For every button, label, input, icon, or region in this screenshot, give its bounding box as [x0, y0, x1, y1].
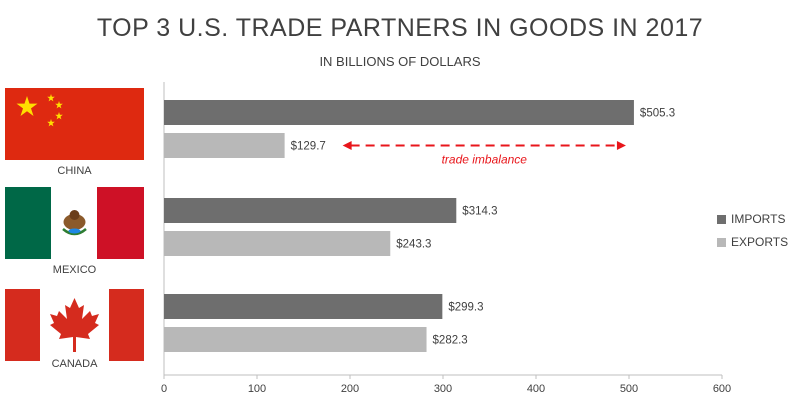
- bar-imports-china: [164, 100, 634, 125]
- china-flag-icon: [5, 88, 144, 160]
- bar-exports-china: [164, 133, 285, 158]
- legend-imports-label: IMPORTS: [731, 212, 786, 226]
- legend-exports-label: EXPORTS: [731, 235, 789, 249]
- arrow-right-icon: [616, 141, 626, 150]
- data-label-imports-canada: $299.3: [448, 302, 483, 314]
- bar-exports-canada: [164, 327, 427, 352]
- data-label-exports-canada: $282.3: [433, 335, 468, 347]
- country-label-mexico: MEXICO: [52, 264, 97, 276]
- bar-imports-canada: [164, 294, 443, 319]
- x-tick-label: 200: [341, 383, 359, 395]
- chart-title: TOP 3 U.S. TRADE PARTNERS IN GOODS IN 20…: [96, 14, 704, 42]
- x-tick-label: 300: [434, 383, 452, 395]
- chart-subtitle: IN BILLIONS OF DOLLARS: [319, 54, 481, 69]
- mexico-flag-icon: [5, 187, 144, 259]
- x-tick-label: 400: [527, 383, 545, 395]
- legend-imports-swatch: [717, 214, 726, 224]
- data-label-exports-mexico: $243.3: [396, 239, 431, 251]
- arrow-left-icon: [342, 141, 352, 150]
- data-label-imports-mexico: $314.3: [462, 206, 497, 218]
- x-tick-label: 500: [620, 383, 638, 395]
- canada-flag-icon: [5, 289, 144, 361]
- x-tick-label: 100: [248, 383, 266, 395]
- legend-exports-swatch: [717, 237, 726, 247]
- country-label-canada: CANADA: [51, 358, 98, 370]
- legend-imports: IMPORTS: [717, 212, 785, 226]
- x-tick-label: 0: [161, 383, 167, 395]
- legend-exports: EXPORTS: [717, 235, 788, 249]
- country-label-china: CHINA: [57, 165, 92, 177]
- data-label-exports-china: $129.7: [291, 141, 326, 153]
- data-label-imports-china: $505.3: [640, 108, 675, 120]
- x-tick-label: 600: [713, 383, 731, 395]
- trade-imbalance-label: trade imbalance: [442, 153, 528, 167]
- bar-exports-mexico: [164, 231, 391, 256]
- bar-imports-mexico: [164, 198, 457, 223]
